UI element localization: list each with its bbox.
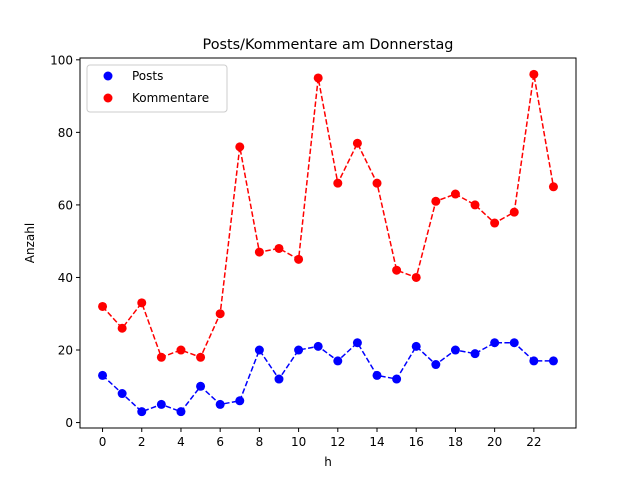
data-point-posts — [235, 396, 245, 406]
y-tick-label: 100 — [50, 53, 73, 67]
data-point-posts — [548, 356, 558, 366]
data-point-kommentare — [470, 200, 480, 210]
x-tick-label: 8 — [256, 435, 264, 449]
data-point-kommentare — [431, 196, 441, 206]
data-point-posts — [529, 356, 539, 366]
plot-area — [98, 69, 558, 417]
data-point-posts — [392, 374, 402, 384]
axes-frame — [79, 57, 577, 429]
data-point-kommentare — [176, 345, 186, 355]
data-point-posts — [294, 345, 304, 355]
data-point-kommentare — [411, 272, 421, 282]
legend-box — [86, 64, 228, 113]
data-point-posts — [176, 407, 186, 417]
legend-marker-posts — [103, 71, 113, 81]
data-point-kommentare — [548, 182, 558, 192]
data-point-posts — [450, 345, 460, 355]
x-tick-label: 12 — [330, 435, 345, 449]
data-point-kommentare — [333, 178, 343, 188]
legend-label-kommentare: Kommentare — [132, 91, 209, 105]
data-point-posts — [254, 345, 264, 355]
data-point-posts — [411, 341, 421, 351]
data-point-kommentare — [450, 189, 460, 199]
y-axis-label: Anzahl — [23, 223, 37, 263]
data-point-kommentare — [254, 247, 264, 257]
data-point-kommentare — [490, 218, 500, 228]
x-tick-label: 18 — [448, 435, 463, 449]
data-point-posts — [215, 399, 225, 409]
data-point-posts — [431, 360, 441, 370]
y-axis: 0 20 40 60 80 100 — [50, 53, 80, 430]
legend: Posts Kommentare — [86, 64, 228, 113]
data-point-kommentare — [274, 243, 284, 253]
y-tick-label: 0 — [65, 416, 73, 430]
y-tick-label: 20 — [58, 344, 73, 358]
x-axis: 0 2 4 6 8 10 12 14 16 18 20 22 — [99, 428, 541, 449]
data-point-posts — [470, 349, 480, 359]
data-point-posts — [490, 338, 500, 348]
data-point-kommentare — [294, 254, 304, 264]
data-point-kommentare — [156, 352, 166, 362]
data-point-posts — [313, 341, 323, 351]
y-tick-label: 80 — [58, 126, 73, 140]
x-tick-label: 10 — [291, 435, 306, 449]
data-point-posts — [509, 338, 519, 348]
x-axis-label: h — [324, 455, 332, 469]
data-point-posts — [333, 356, 343, 366]
x-tick-label: 14 — [369, 435, 384, 449]
data-point-kommentare — [509, 207, 519, 217]
data-point-posts — [352, 338, 362, 348]
data-point-posts — [274, 374, 284, 384]
data-point-posts — [372, 370, 382, 380]
x-tick-label: 22 — [526, 435, 541, 449]
data-point-kommentare — [235, 142, 245, 152]
data-point-kommentare — [117, 323, 127, 333]
data-point-posts — [117, 389, 127, 399]
y-tick-label: 40 — [58, 271, 73, 285]
x-tick-label: 20 — [487, 435, 502, 449]
data-point-kommentare — [313, 73, 323, 83]
x-tick-label: 2 — [138, 435, 146, 449]
legend-marker-kommentare — [103, 93, 113, 103]
data-point-kommentare — [372, 178, 382, 188]
x-tick-label: 16 — [409, 435, 424, 449]
data-point-posts — [98, 370, 108, 380]
data-point-kommentare — [137, 298, 147, 308]
data-point-kommentare — [98, 301, 108, 311]
legend-label-posts: Posts — [132, 69, 163, 83]
data-point-posts — [156, 399, 166, 409]
x-tick-label: 6 — [216, 435, 224, 449]
data-point-kommentare — [352, 138, 362, 148]
y-tick-label: 60 — [58, 198, 73, 212]
data-point-kommentare — [529, 69, 539, 79]
data-point-kommentare — [196, 352, 206, 362]
data-point-kommentare — [215, 309, 225, 319]
data-point-posts — [196, 381, 206, 391]
data-point-kommentare — [392, 265, 402, 275]
x-tick-label: 0 — [99, 435, 107, 449]
data-point-posts — [137, 407, 147, 417]
chart-title: Posts/Kommentare am Donnerstag — [203, 37, 454, 53]
x-tick-label: 4 — [177, 435, 185, 449]
